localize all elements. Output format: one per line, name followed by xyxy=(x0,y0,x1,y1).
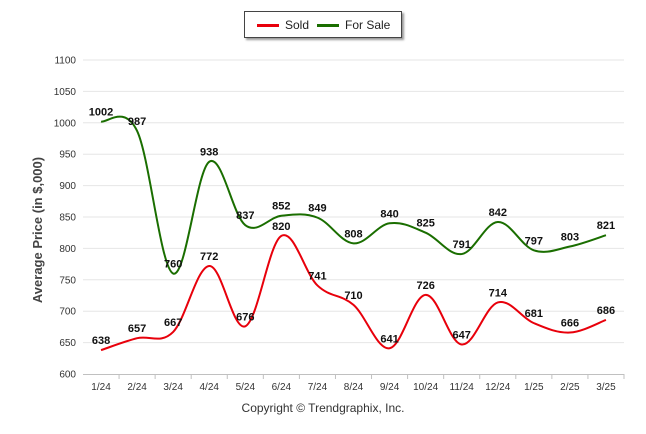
x-tick-label: 4/24 xyxy=(199,382,219,393)
x-tick-label: 10/24 xyxy=(413,382,438,393)
data-label-sold: 647 xyxy=(453,329,471,341)
data-label-for-sale: 938 xyxy=(200,147,218,159)
data-label-sold: 638 xyxy=(92,335,110,347)
data-label-sold: 710 xyxy=(344,290,362,302)
y-tick-label: 850 xyxy=(59,213,76,224)
x-tick-label: 2/24 xyxy=(127,382,147,393)
x-tick-label: 11/24 xyxy=(450,382,475,393)
data-label-sold: 820 xyxy=(272,221,290,233)
data-label-sold: 741 xyxy=(308,270,326,282)
x-tick-label: 3/24 xyxy=(163,382,183,393)
data-label-for-sale: 825 xyxy=(416,218,434,230)
x-tick-label: 9/24 xyxy=(380,382,400,393)
x-tick-label: 7/24 xyxy=(308,382,328,393)
x-tick-label: 1/24 xyxy=(91,382,111,393)
legend: Sold For Sale xyxy=(244,11,402,38)
data-label-for-sale: 791 xyxy=(453,239,471,251)
x-tick-label: 5/24 xyxy=(236,382,256,393)
x-tick-label: 2/25 xyxy=(560,382,580,393)
data-label-for-sale: 987 xyxy=(128,116,146,128)
y-tick-label: 900 xyxy=(59,181,76,192)
series-line-for-sale xyxy=(100,115,607,275)
legend-swatch-for-sale xyxy=(317,23,339,27)
y-tick-label: 700 xyxy=(59,307,76,318)
data-label-for-sale: 849 xyxy=(308,203,326,215)
y-tick-label: 600 xyxy=(59,370,76,381)
series-lines xyxy=(100,115,607,352)
data-label-for-sale: 808 xyxy=(344,228,362,240)
x-tick-label: 12/24 xyxy=(485,382,510,393)
data-label-sold: 686 xyxy=(597,305,615,317)
y-tick-label: 750 xyxy=(59,275,76,286)
data-labels: 638 657 667 772 676 820 741 710 641 726 647 714 681 6… xyxy=(89,107,615,348)
data-label-sold: 667 xyxy=(164,317,182,329)
data-label-sold: 714 xyxy=(489,287,508,299)
legend-item-for-sale[interactable]: For Sale xyxy=(317,17,390,33)
data-label-sold: 657 xyxy=(128,323,146,335)
data-label-for-sale: 1002 xyxy=(89,107,113,119)
legend-swatch-sold xyxy=(257,23,279,27)
data-label-for-sale: 821 xyxy=(597,220,615,232)
data-label-sold: 641 xyxy=(380,333,398,345)
legend-item-sold[interactable]: Sold xyxy=(257,17,309,33)
y-tick-label: 650 xyxy=(59,338,76,349)
legend-label-for-sale: For Sale xyxy=(345,18,391,32)
data-label-sold: 681 xyxy=(525,308,543,320)
y-tick-label: 800 xyxy=(59,244,76,255)
x-tick-label: 6/24 xyxy=(272,382,292,393)
data-label-for-sale: 852 xyxy=(272,201,290,213)
data-label-for-sale: 760 xyxy=(164,259,182,271)
y-axis-label: Average Price (in $,000) xyxy=(30,157,45,303)
data-label-for-sale: 837 xyxy=(236,210,254,222)
grid-lines xyxy=(83,59,624,344)
copyright-footer: Copyright © Trendgraphix, Inc. xyxy=(241,401,405,415)
data-label-for-sale: 842 xyxy=(489,207,507,219)
x-tick-label: 8/24 xyxy=(344,382,364,393)
data-label-sold: 666 xyxy=(561,318,579,330)
data-label-for-sale: 797 xyxy=(525,235,543,247)
legend-label-sold: Sold xyxy=(285,18,310,32)
data-label-sold: 676 xyxy=(236,311,254,323)
axes: 600 650 700 750 800 850 900 950 1000 1050 1100 1/24… xyxy=(54,56,625,393)
data-label-sold: 726 xyxy=(416,280,434,292)
y-tick-label: 950 xyxy=(59,150,76,161)
y-tick-label: 1000 xyxy=(54,118,77,129)
series-line-sold xyxy=(100,234,607,352)
y-tick-label: 1050 xyxy=(54,87,77,98)
x-tick-label: 1/25 xyxy=(524,382,544,393)
x-tick-label: 3/25 xyxy=(596,382,616,393)
data-label-for-sale: 803 xyxy=(561,232,579,244)
y-tick-label: 1100 xyxy=(54,56,76,67)
data-label-for-sale: 840 xyxy=(380,208,398,220)
data-label-sold: 772 xyxy=(200,251,218,263)
